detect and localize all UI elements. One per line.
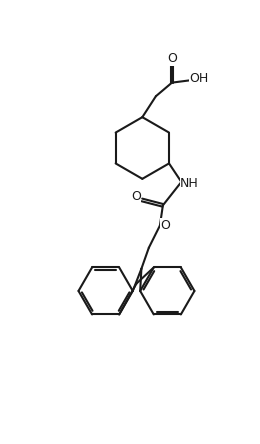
Text: OH: OH <box>190 71 209 85</box>
Text: O: O <box>131 190 141 203</box>
Text: NH: NH <box>180 178 199 190</box>
Text: O: O <box>160 218 170 232</box>
Text: O: O <box>167 52 177 65</box>
